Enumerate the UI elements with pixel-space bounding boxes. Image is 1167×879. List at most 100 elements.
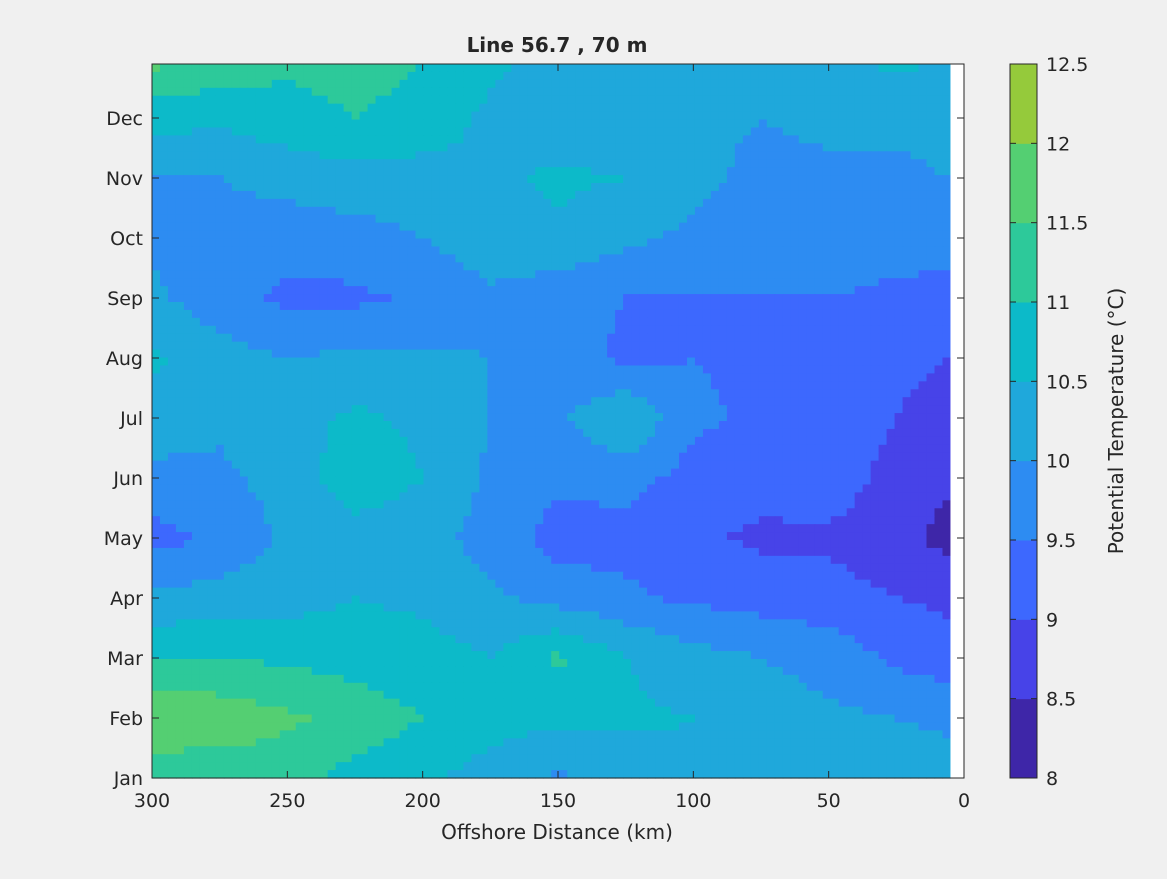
contour-cell xyxy=(918,143,928,152)
contour-cell xyxy=(271,167,281,176)
contour-cell xyxy=(758,167,768,176)
contour-cell xyxy=(495,444,504,454)
contour-cell xyxy=(774,325,784,335)
contour-cell xyxy=(535,357,544,367)
contour-cell xyxy=(279,349,289,359)
contour-cell xyxy=(822,206,832,216)
contour-cell xyxy=(527,365,536,374)
contour-cell xyxy=(319,151,329,160)
contour-cell xyxy=(263,270,273,279)
contour-cell xyxy=(431,159,441,168)
contour-cell xyxy=(774,365,784,374)
contour-cell xyxy=(870,175,880,184)
contour-cell xyxy=(615,309,624,319)
contour-cell xyxy=(886,397,896,406)
contour-cell xyxy=(822,405,832,414)
contour-cell xyxy=(215,190,225,200)
contour-cell xyxy=(575,111,584,121)
contour-cell xyxy=(615,167,624,176)
contour-cell xyxy=(694,143,704,152)
contour-cell xyxy=(311,143,321,152)
contour-cell xyxy=(926,87,936,97)
contour-cell xyxy=(431,198,441,208)
contour-cell xyxy=(391,167,401,176)
contour-cell xyxy=(359,206,369,216)
contour-cell xyxy=(599,222,608,232)
contour-cell xyxy=(215,444,225,454)
contour-cell xyxy=(583,381,592,390)
contour-cell xyxy=(487,190,496,200)
contour-cell xyxy=(782,341,792,351)
contour-cell xyxy=(511,325,520,335)
contour-cell xyxy=(902,444,912,454)
contour-cell xyxy=(487,151,496,160)
contour-cell xyxy=(599,309,608,319)
contour-cell xyxy=(926,397,936,406)
contour-cell xyxy=(479,151,488,160)
contour-cell xyxy=(862,421,872,430)
contour-cell xyxy=(407,87,417,97)
contour-cell xyxy=(854,270,864,279)
contour-cell xyxy=(391,317,401,327)
contour-cell xyxy=(934,309,944,319)
contour-cell xyxy=(886,79,896,89)
contour-cell xyxy=(782,452,792,462)
contour-cell xyxy=(639,413,648,422)
contour-cell xyxy=(926,95,936,105)
contour-cell xyxy=(551,294,560,303)
contour-cell xyxy=(702,349,712,359)
contour-cell xyxy=(838,198,848,208)
contour-cell xyxy=(615,246,624,255)
contour-cell xyxy=(391,294,401,303)
contour-cell xyxy=(287,119,297,129)
contour-cell xyxy=(718,79,728,89)
contour-cell xyxy=(942,64,952,73)
contour-cell xyxy=(167,381,177,390)
contour-cell xyxy=(631,64,640,73)
contour-cell xyxy=(215,214,225,224)
contour-cell xyxy=(439,278,449,287)
contour-cell xyxy=(814,183,824,192)
contour-cell xyxy=(223,444,233,454)
contour-cell xyxy=(846,254,856,263)
contour-cell xyxy=(607,452,616,462)
contour-cell xyxy=(678,95,688,105)
contour-cell xyxy=(886,111,896,121)
contour-cell xyxy=(367,405,377,414)
contour-cell xyxy=(199,397,209,406)
contour-cell xyxy=(455,349,464,359)
contour-cell xyxy=(175,365,185,374)
contour-cell xyxy=(862,452,872,462)
contour-cell xyxy=(814,286,824,295)
contour-cell xyxy=(479,365,488,374)
contour-cell xyxy=(447,175,457,184)
contour-cell xyxy=(702,127,712,136)
contour-cell xyxy=(838,341,848,351)
contour-cell xyxy=(926,222,936,232)
contour-cell xyxy=(694,71,704,81)
contour-cell xyxy=(599,71,608,81)
contour-cell xyxy=(942,302,952,311)
contour-cell xyxy=(479,214,488,224)
contour-cell xyxy=(183,421,193,430)
contour-cell xyxy=(439,238,449,248)
contour-cell xyxy=(894,349,904,359)
contour-cell xyxy=(439,325,449,335)
contour-cell xyxy=(694,286,704,295)
contour-cell xyxy=(343,71,353,81)
contour-cell xyxy=(822,333,832,343)
contour-cell xyxy=(854,151,864,160)
contour-cell xyxy=(710,325,720,335)
contour-cell xyxy=(527,183,536,192)
contour-cell xyxy=(655,79,664,89)
contour-cell xyxy=(447,190,457,200)
contour-cell xyxy=(631,214,640,224)
contour-cell xyxy=(623,413,632,422)
contour-cell xyxy=(647,309,656,319)
contour-cell xyxy=(726,79,736,89)
contour-cell xyxy=(359,159,369,168)
contour-cell xyxy=(207,159,217,168)
contour-cell xyxy=(710,64,720,73)
contour-cell xyxy=(774,302,784,311)
contour-cell xyxy=(431,309,441,319)
